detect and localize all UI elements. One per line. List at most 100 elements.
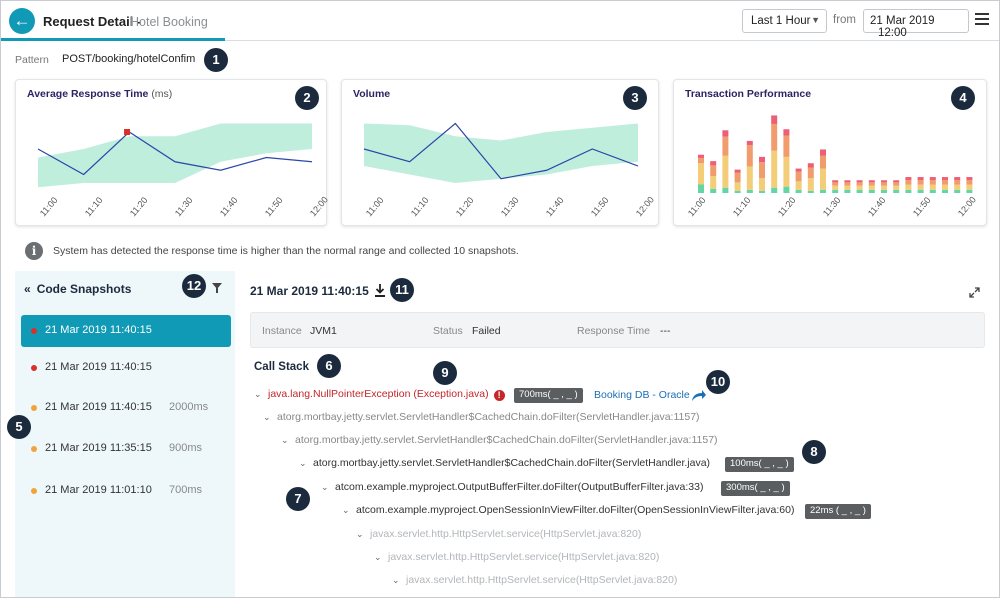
callout-badge-9: 9 <box>433 361 457 385</box>
bar-segment-red <box>820 149 826 156</box>
x-tick-label: 11:00 <box>686 195 708 218</box>
bar-segment-green <box>966 189 973 193</box>
call-stack-frame: atcom.example.myproject.OutputBufferFilt… <box>335 481 704 493</box>
call-stack-row[interactable]: ⌄ atorg.mortbay.jetty.servlet.ServletHand… <box>281 434 718 450</box>
chevron-down-icon[interactable]: ⌄ <box>281 435 289 445</box>
bar-segment-yellow <box>954 184 961 190</box>
call-stack-row[interactable]: ⌄ atcom.example.myproject.OutputBufferFil… <box>321 481 703 497</box>
pattern-label: Pattern <box>15 54 49 66</box>
chevron-down-icon[interactable]: ⌄ <box>263 412 271 422</box>
x-tick-label: 11:00 <box>38 195 60 218</box>
bar-segment-red <box>710 161 717 166</box>
call-stack-row[interactable]: ⌄ atcom.example.myproject.OpenSessionInVi… <box>342 504 794 520</box>
call-stack-frame: javax.servlet.http.HttpServlet.service(H… <box>388 551 660 563</box>
call-stack-row[interactable]: ⌄ java.lang.NullPointerException (Excepti… <box>254 388 505 404</box>
bar-segment-yellow <box>942 184 948 190</box>
x-tick-label: 11:20 <box>128 195 150 218</box>
call-stack-row[interactable]: ⌄ javax.servlet.http.HttpServlet.service(… <box>356 528 641 544</box>
chevron-down-icon[interactable]: ⌄ <box>254 389 262 399</box>
bar-segment-yellow <box>905 184 912 190</box>
bar-segment-red <box>929 177 936 181</box>
call-stack-row[interactable]: ⌄ atorg.mortbay.jetty.servlet.ServletHand… <box>263 411 700 427</box>
chevron-down-icon[interactable]: ⌄ <box>374 552 382 562</box>
code-snapshots-header: « Code Snapshots <box>24 282 131 296</box>
bar-segment-yellow <box>820 168 826 190</box>
snapshot-item[interactable]: 21 Mar 2019 11:01:10 700ms <box>21 475 231 507</box>
double-chevron-left-icon[interactable]: « <box>24 282 31 296</box>
bar-segment-yellow <box>868 185 875 190</box>
x-tick-label: 11:10 <box>83 195 105 218</box>
bar-segment-green <box>917 189 924 193</box>
expand-icon[interactable] <box>969 287 980 298</box>
bar-segment-red <box>795 168 802 172</box>
volume-card: Volume 11:00 11:10 11:20 11:30 11:40 11:50 12:… <box>341 79 659 226</box>
instance-value: JVM1 <box>310 325 337 337</box>
bar-segment-red <box>734 169 741 173</box>
chevron-down-icon[interactable]: ⌄ <box>392 575 400 585</box>
bar-segment-orange <box>844 182 851 186</box>
page-subtitle: Hotel Booking <box>130 15 208 29</box>
filter-icon[interactable] <box>212 283 222 293</box>
response-time-unit: (ms) <box>151 88 173 100</box>
x-tick-label: 12:00 <box>634 195 656 219</box>
download-icon[interactable] <box>375 284 385 297</box>
callout-badge-6: 6 <box>317 354 341 378</box>
callout-badge-12: 12 <box>182 274 206 298</box>
bar-segment-orange <box>942 180 948 185</box>
call-stack-frame: java.lang.NullPointerException (Exceptio… <box>268 388 489 400</box>
snapshot-item[interactable]: 21 Mar 2019 11:40:15 2000ms <box>21 392 231 424</box>
bar-segment-yellow <box>929 184 936 190</box>
share-arrow-icon[interactable] <box>691 389 707 403</box>
time-range-select[interactable]: Last 1 Hour ▼ <box>742 9 827 33</box>
info-message: System has detected the response time is… <box>53 245 519 257</box>
call-stack-row[interactable]: ⌄ atorg.mortbay.jetty.servlet.ServletHand… <box>299 457 710 473</box>
duration-badge: 100ms( _ , _ ) <box>725 457 794 472</box>
bar-segment-red <box>807 163 814 168</box>
bar-segment-orange <box>820 155 826 169</box>
duration-badge: 22ms ( _ , _ ) <box>805 504 871 519</box>
snapshot-item[interactable]: 21 Mar 2019 11:35:15 900ms <box>21 433 231 465</box>
bar-segment-red <box>893 180 900 183</box>
bar-segment-yellow <box>746 166 753 190</box>
x-tick-label: 11:50 <box>263 195 285 218</box>
bar-segment-green <box>929 189 936 193</box>
bar-segment-orange <box>795 171 802 182</box>
chevron-down-icon[interactable]: ⌄ <box>342 505 350 515</box>
snapshot-item[interactable]: 21 Mar 2019 11:40:15 <box>21 315 231 347</box>
snapshot-item-date: 21 Mar 2019 11:40:15 <box>45 401 152 413</box>
call-stack-row[interactable]: ⌄ javax.servlet.http.HttpServlet.service(… <box>374 551 659 567</box>
x-tick-label: 11:10 <box>409 195 431 218</box>
snapshot-item[interactable]: 21 Mar 2019 11:40:15 <box>21 352 231 384</box>
volume-title: Volume <box>353 88 391 100</box>
bar-segment-yellow <box>759 178 765 191</box>
bar-segment-green <box>942 189 948 193</box>
severity-dot <box>31 488 37 494</box>
hamburger-menu-icon[interactable] <box>975 13 989 25</box>
bar-segment-green <box>844 189 851 193</box>
chevron-down-icon: ▼ <box>811 15 820 25</box>
duration-badge: 700ms( _ , _ ) <box>514 388 583 403</box>
transaction-performance-chart: 11:00 11:10 11:20 11:30 11:40 11:50 12:00 <box>686 115 978 218</box>
normal-range-band <box>364 123 638 183</box>
bar-segment-green <box>722 187 729 193</box>
snapshot-meta: Instance JVM1 Status Failed Response Tim… <box>250 312 985 348</box>
chevron-down-icon[interactable]: ⌄ <box>299 458 307 468</box>
call-stack-title: Call Stack <box>254 361 309 373</box>
chevron-down-icon[interactable]: ⌄ <box>356 529 364 539</box>
callout-badge-3: 3 <box>623 86 647 110</box>
call-stack-row[interactable]: ⌄ javax.servlet.http.HttpServlet.service(… <box>392 574 677 590</box>
call-stack-frame: atorg.mortbay.jetty.servlet.ServletHandl… <box>313 457 711 469</box>
from-date-picker[interactable]: 21 Mar 2019 12:00 <box>863 9 969 39</box>
x-tick-label: 11:30 <box>173 195 195 218</box>
bar-segment-red <box>881 180 887 183</box>
bar-segment-orange <box>832 182 839 186</box>
bar-segment-yellow <box>710 176 717 189</box>
bar-segment-red <box>905 177 912 181</box>
bar-segment-yellow <box>844 185 851 190</box>
time-range-value: Last 1 Hour <box>751 15 811 27</box>
back-arrow-icon[interactable]: ← <box>9 8 35 34</box>
chevron-down-icon[interactable]: ⌄ <box>321 482 329 492</box>
db-link[interactable]: Booking DB - Oracle <box>594 389 690 401</box>
pattern-value: POST/booking/hotelConfim <box>62 53 196 65</box>
